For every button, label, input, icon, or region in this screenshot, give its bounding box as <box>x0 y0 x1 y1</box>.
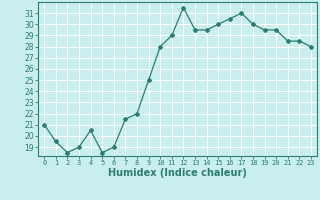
X-axis label: Humidex (Indice chaleur): Humidex (Indice chaleur) <box>108 168 247 178</box>
